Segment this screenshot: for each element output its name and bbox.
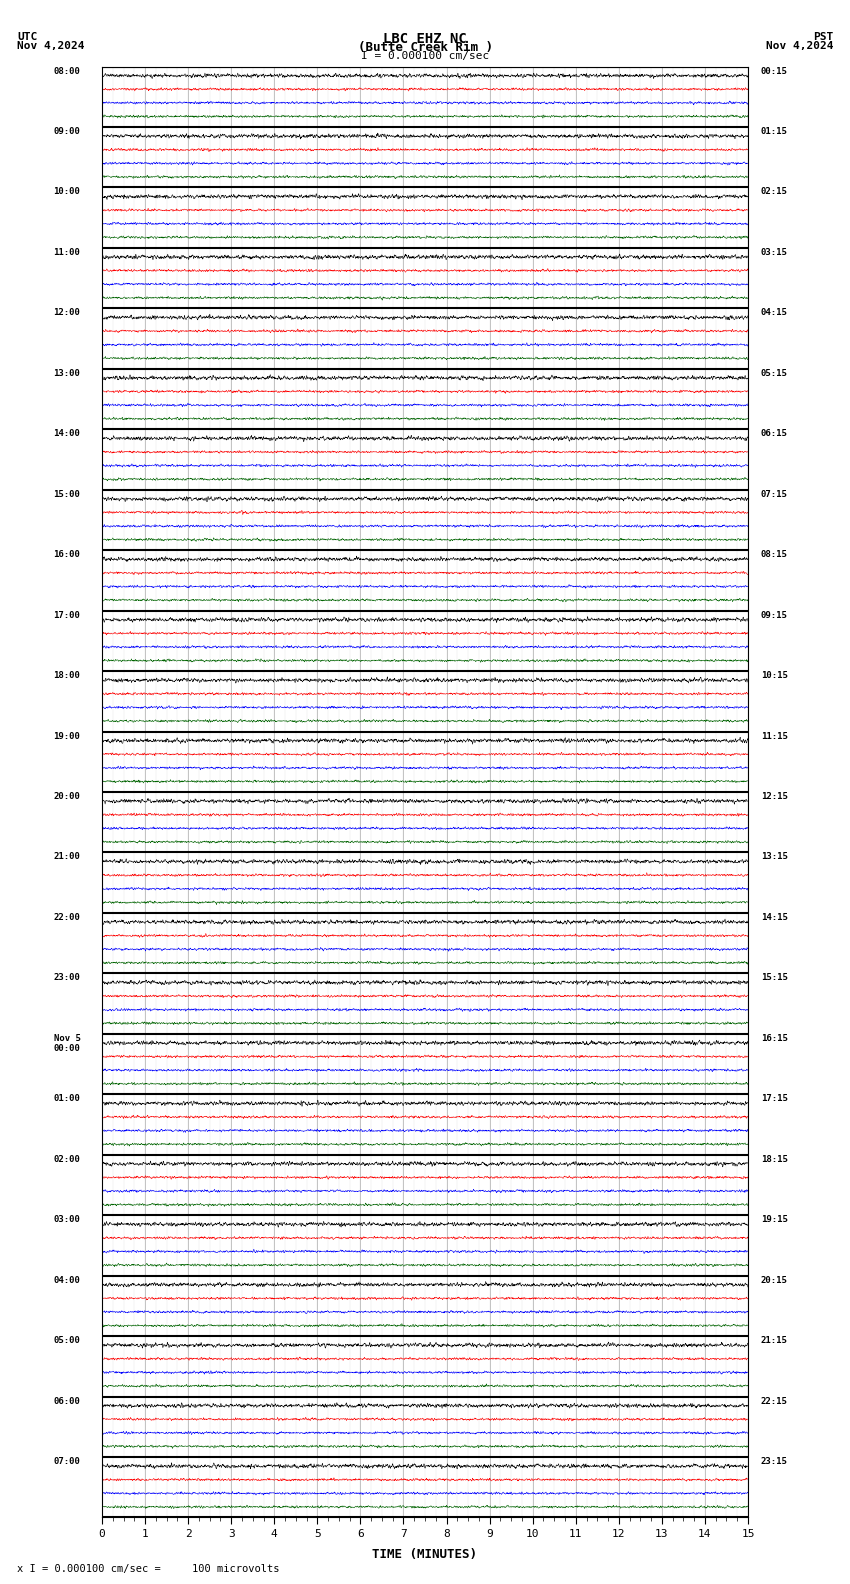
Text: 06:15: 06:15: [761, 429, 788, 439]
Text: 16:00: 16:00: [54, 550, 81, 559]
Text: I = 0.000100 cm/sec: I = 0.000100 cm/sec: [361, 51, 489, 60]
Text: 21:00: 21:00: [54, 852, 81, 862]
Text: 05:15: 05:15: [761, 369, 788, 379]
Text: 09:15: 09:15: [761, 610, 788, 619]
Text: 20:15: 20:15: [761, 1275, 788, 1285]
Text: 07:15: 07:15: [761, 489, 788, 499]
Text: 10:15: 10:15: [761, 672, 788, 680]
Text: 17:00: 17:00: [54, 610, 81, 619]
Text: 14:00: 14:00: [54, 429, 81, 439]
Text: LBC EHZ NC: LBC EHZ NC: [383, 32, 467, 46]
Text: 17:15: 17:15: [761, 1095, 788, 1104]
Text: 23:00: 23:00: [54, 973, 81, 982]
Text: Nov 4,2024: Nov 4,2024: [17, 41, 84, 51]
Text: 01:00: 01:00: [54, 1095, 81, 1104]
Text: 15:15: 15:15: [761, 973, 788, 982]
Text: 05:00: 05:00: [54, 1337, 81, 1345]
Text: 18:15: 18:15: [761, 1155, 788, 1164]
Text: 08:00: 08:00: [54, 67, 81, 76]
Text: 04:15: 04:15: [761, 309, 788, 317]
Text: x I = 0.000100 cm/sec =     100 microvolts: x I = 0.000100 cm/sec = 100 microvolts: [17, 1565, 280, 1574]
Text: 03:00: 03:00: [54, 1215, 81, 1224]
Text: 11:15: 11:15: [761, 732, 788, 741]
Text: 16:15: 16:15: [761, 1034, 788, 1042]
Text: 13:15: 13:15: [761, 852, 788, 862]
X-axis label: TIME (MINUTES): TIME (MINUTES): [372, 1548, 478, 1560]
Text: 06:00: 06:00: [54, 1397, 81, 1405]
Text: 23:15: 23:15: [761, 1457, 788, 1467]
Text: (Butte Creek Rim ): (Butte Creek Rim ): [358, 41, 492, 54]
Text: 19:00: 19:00: [54, 732, 81, 741]
Text: 21:15: 21:15: [761, 1337, 788, 1345]
Text: 09:00: 09:00: [54, 127, 81, 136]
Text: 19:15: 19:15: [761, 1215, 788, 1224]
Text: 12:00: 12:00: [54, 309, 81, 317]
Text: 02:00: 02:00: [54, 1155, 81, 1164]
Text: 20:00: 20:00: [54, 792, 81, 802]
Text: 02:15: 02:15: [761, 187, 788, 196]
Text: 13:00: 13:00: [54, 369, 81, 379]
Text: 12:15: 12:15: [761, 792, 788, 802]
Text: 00:15: 00:15: [761, 67, 788, 76]
Text: 04:00: 04:00: [54, 1275, 81, 1285]
Text: 01:15: 01:15: [761, 127, 788, 136]
Text: 08:15: 08:15: [761, 550, 788, 559]
Text: 22:15: 22:15: [761, 1397, 788, 1405]
Text: 03:15: 03:15: [761, 247, 788, 257]
Text: 22:00: 22:00: [54, 912, 81, 922]
Text: Nov 5
00:00: Nov 5 00:00: [54, 1034, 81, 1053]
Text: 10:00: 10:00: [54, 187, 81, 196]
Text: 07:00: 07:00: [54, 1457, 81, 1467]
Text: 11:00: 11:00: [54, 247, 81, 257]
Text: 18:00: 18:00: [54, 672, 81, 680]
Text: UTC: UTC: [17, 32, 37, 41]
Text: 14:15: 14:15: [761, 912, 788, 922]
Text: 15:00: 15:00: [54, 489, 81, 499]
Text: PST: PST: [813, 32, 833, 41]
Text: Nov 4,2024: Nov 4,2024: [766, 41, 833, 51]
